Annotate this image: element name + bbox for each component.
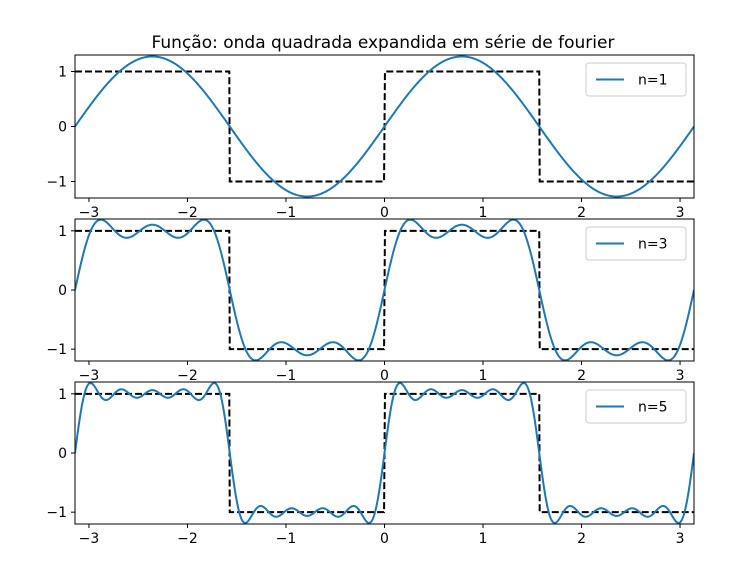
x-tick-label: 0 bbox=[380, 368, 389, 384]
y-tick-label: 0 bbox=[58, 283, 67, 299]
x-tick-label: 1 bbox=[479, 531, 488, 547]
subplots: −3 −2 −1 0 1 2 3 1 0 −1 n=1 −3 −2 −1 0 1 2 3 1 0 −1 n=3 −3 −2 −1… bbox=[46, 54, 695, 547]
fourier-series-line bbox=[75, 219, 694, 361]
legend-label: n=3 bbox=[638, 237, 668, 253]
legend-label: n=1 bbox=[638, 73, 668, 89]
y-tick-label: 1 bbox=[58, 224, 67, 240]
y-tick-label: 0 bbox=[58, 446, 67, 462]
x-tick-label: 0 bbox=[380, 531, 389, 547]
x-tick-label: −2 bbox=[177, 368, 198, 384]
y-tick-label: 1 bbox=[58, 387, 67, 403]
x-tick-label: 1 bbox=[479, 205, 488, 221]
x-tick-label: 2 bbox=[577, 368, 586, 384]
legend-box bbox=[585, 226, 687, 261]
y-tick-label: 1 bbox=[58, 65, 67, 81]
x-tick-label: 3 bbox=[676, 368, 685, 384]
x-tick-label: 2 bbox=[577, 205, 586, 221]
x-tick-label: −3 bbox=[79, 531, 100, 547]
x-tick-label: 1 bbox=[479, 368, 488, 384]
figure-title: Função: onda quadrada expandida em série… bbox=[152, 33, 615, 53]
legend-label: n=5 bbox=[638, 400, 668, 416]
legend: n=1 bbox=[585, 62, 687, 97]
x-tick-label: 2 bbox=[577, 531, 586, 547]
x-tick-label: −1 bbox=[276, 205, 297, 221]
legend: n=5 bbox=[585, 389, 687, 424]
legend-box bbox=[585, 389, 687, 424]
subplot-2: −3 −2 −1 0 1 2 3 1 0 −1 n=3 bbox=[46, 218, 695, 384]
x-tick-label: 3 bbox=[676, 531, 685, 547]
x-tick-label: −1 bbox=[276, 531, 297, 547]
subplot-1: −3 −2 −1 0 1 2 3 1 0 −1 n=1 bbox=[46, 54, 695, 221]
legend: n=3 bbox=[585, 226, 687, 261]
x-tick-label: −3 bbox=[79, 205, 100, 221]
y-tick-label: −1 bbox=[46, 342, 67, 358]
x-tick-label: −3 bbox=[79, 368, 100, 384]
fourier-series-line bbox=[75, 382, 694, 524]
y-tick-label: 0 bbox=[58, 120, 67, 136]
legend-box bbox=[585, 62, 687, 97]
fourier-series-line bbox=[75, 55, 694, 198]
x-tick-label: −1 bbox=[276, 368, 297, 384]
x-tick-label: −2 bbox=[177, 205, 198, 221]
x-tick-label: −2 bbox=[177, 531, 198, 547]
y-tick-label: −1 bbox=[46, 175, 67, 191]
subplot-3: −3 −2 −1 0 1 2 3 1 0 −1 n=5 bbox=[46, 381, 695, 547]
y-tick-label: −1 bbox=[46, 505, 67, 521]
x-tick-label: 3 bbox=[676, 205, 685, 221]
x-tick-label: 0 bbox=[380, 205, 389, 221]
